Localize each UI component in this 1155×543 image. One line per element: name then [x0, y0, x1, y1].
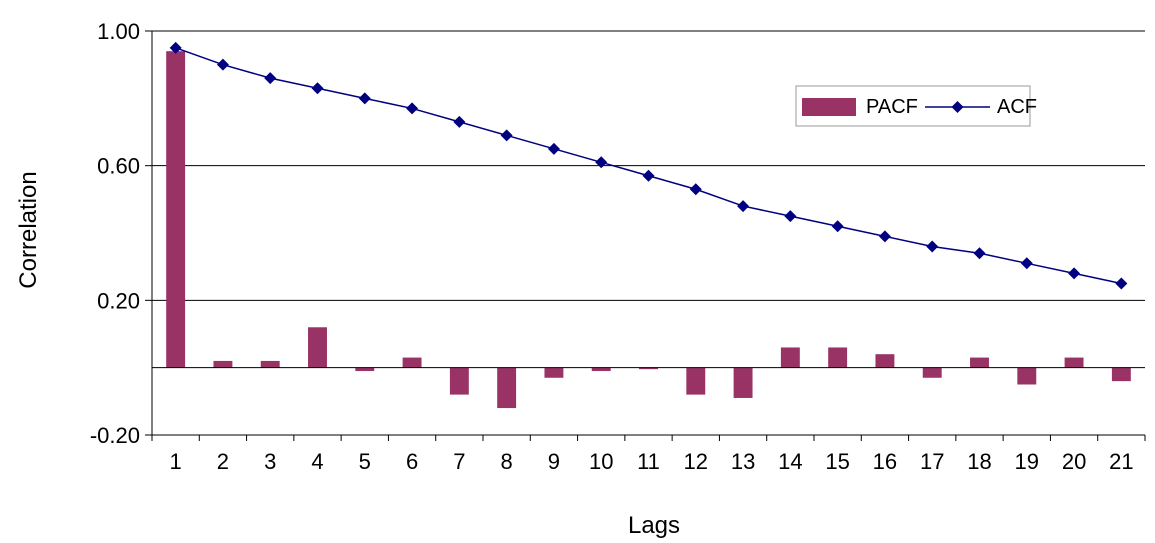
y-axis-title: Correlation: [15, 171, 42, 288]
pacf-bar: [166, 51, 186, 368]
acf-point: [453, 115, 466, 128]
x-axis-title: Lags: [628, 512, 680, 539]
x-tick-label: 21: [1109, 449, 1133, 474]
pacf-bar: [497, 367, 517, 409]
x-tick-label: 3: [264, 449, 276, 474]
y-tick-label: 1.00: [97, 19, 140, 44]
pacf-bars: [166, 51, 1131, 409]
acf-point: [500, 129, 513, 142]
acf-point: [547, 142, 560, 155]
pacf-bar: [1111, 367, 1131, 382]
y-tick-label: 0.20: [97, 288, 140, 313]
x-tick-label: 11: [637, 449, 660, 474]
x-tick-label: 18: [967, 449, 991, 474]
acf-point: [737, 200, 750, 213]
pacf-bar: [875, 354, 895, 368]
gridlines: [145, 30, 1145, 436]
acf-line: [169, 41, 1128, 290]
legend-acf-marker: [951, 101, 964, 113]
pacf-bar: [355, 367, 375, 372]
acf-point: [169, 41, 182, 54]
acf-point: [784, 210, 797, 223]
legend-pacf-swatch: [802, 98, 856, 116]
x-tick-label: 5: [359, 449, 371, 474]
x-tick-label: 19: [1015, 449, 1039, 474]
acf-point: [406, 102, 419, 115]
pacf-bar: [639, 367, 658, 370]
acf-point: [878, 230, 891, 243]
acf-point: [973, 247, 986, 260]
acf-point: [689, 183, 702, 196]
pacf-bar: [544, 367, 564, 378]
x-tick-label: 9: [548, 449, 560, 474]
acf-point: [216, 58, 229, 71]
acf-point: [595, 156, 608, 169]
acf-point: [1115, 277, 1128, 290]
pacf-bar: [1064, 357, 1084, 368]
legend: PACF ACF: [795, 85, 1037, 127]
x-tick-label: 15: [825, 449, 849, 474]
pacf-bar: [591, 367, 611, 372]
legend-acf-label: ACF: [997, 96, 1037, 118]
x-tick-label: 4: [311, 449, 323, 474]
pacf-bar: [308, 327, 327, 368]
x-tick-label: 2: [217, 449, 229, 474]
pacf-bar: [686, 367, 706, 395]
pacf-bar: [970, 357, 989, 368]
acf-point: [358, 92, 371, 105]
pacf-bar: [922, 367, 942, 378]
pacf-bar: [213, 360, 233, 368]
tick-labels: 1.000.600.20-0.201 2 3 4 5 6 7 8 9 10 11 12 13 14 15 16…: [90, 19, 1134, 474]
x-tick-label: 10: [589, 449, 613, 474]
x-tick-label: 8: [501, 449, 513, 474]
y-tick-label: 0.60: [97, 154, 140, 179]
acf-point: [642, 169, 655, 182]
acf-point: [311, 82, 324, 95]
acf-point: [831, 220, 844, 233]
x-tick-label: 1: [170, 449, 182, 474]
x-tick-label: 6: [406, 449, 418, 474]
x-tick-label: 16: [873, 449, 897, 474]
x-tick-label: 20: [1062, 449, 1086, 474]
pacf-bar: [828, 347, 848, 368]
acf-point: [1068, 267, 1081, 280]
x-tick-label: 12: [684, 449, 708, 474]
axes: [151, 31, 1146, 441]
acf-point: [264, 72, 277, 85]
pacf-bar: [402, 357, 422, 368]
legend-pacf-label: PACF: [866, 96, 918, 118]
pacf-bar: [1017, 367, 1037, 385]
x-tick-label: 7: [453, 449, 465, 474]
pacf-bar: [449, 367, 469, 395]
pacf-bar: [260, 360, 280, 368]
pacf-bar: [780, 347, 800, 368]
y-tick-label: -0.20: [90, 423, 140, 448]
x-tick-label: 13: [731, 449, 755, 474]
x-tick-label: 14: [778, 449, 802, 474]
pacf-bar: [733, 367, 753, 398]
acf-point: [926, 240, 939, 253]
x-tick-label: 17: [920, 449, 944, 474]
acf-point: [1020, 257, 1033, 270]
